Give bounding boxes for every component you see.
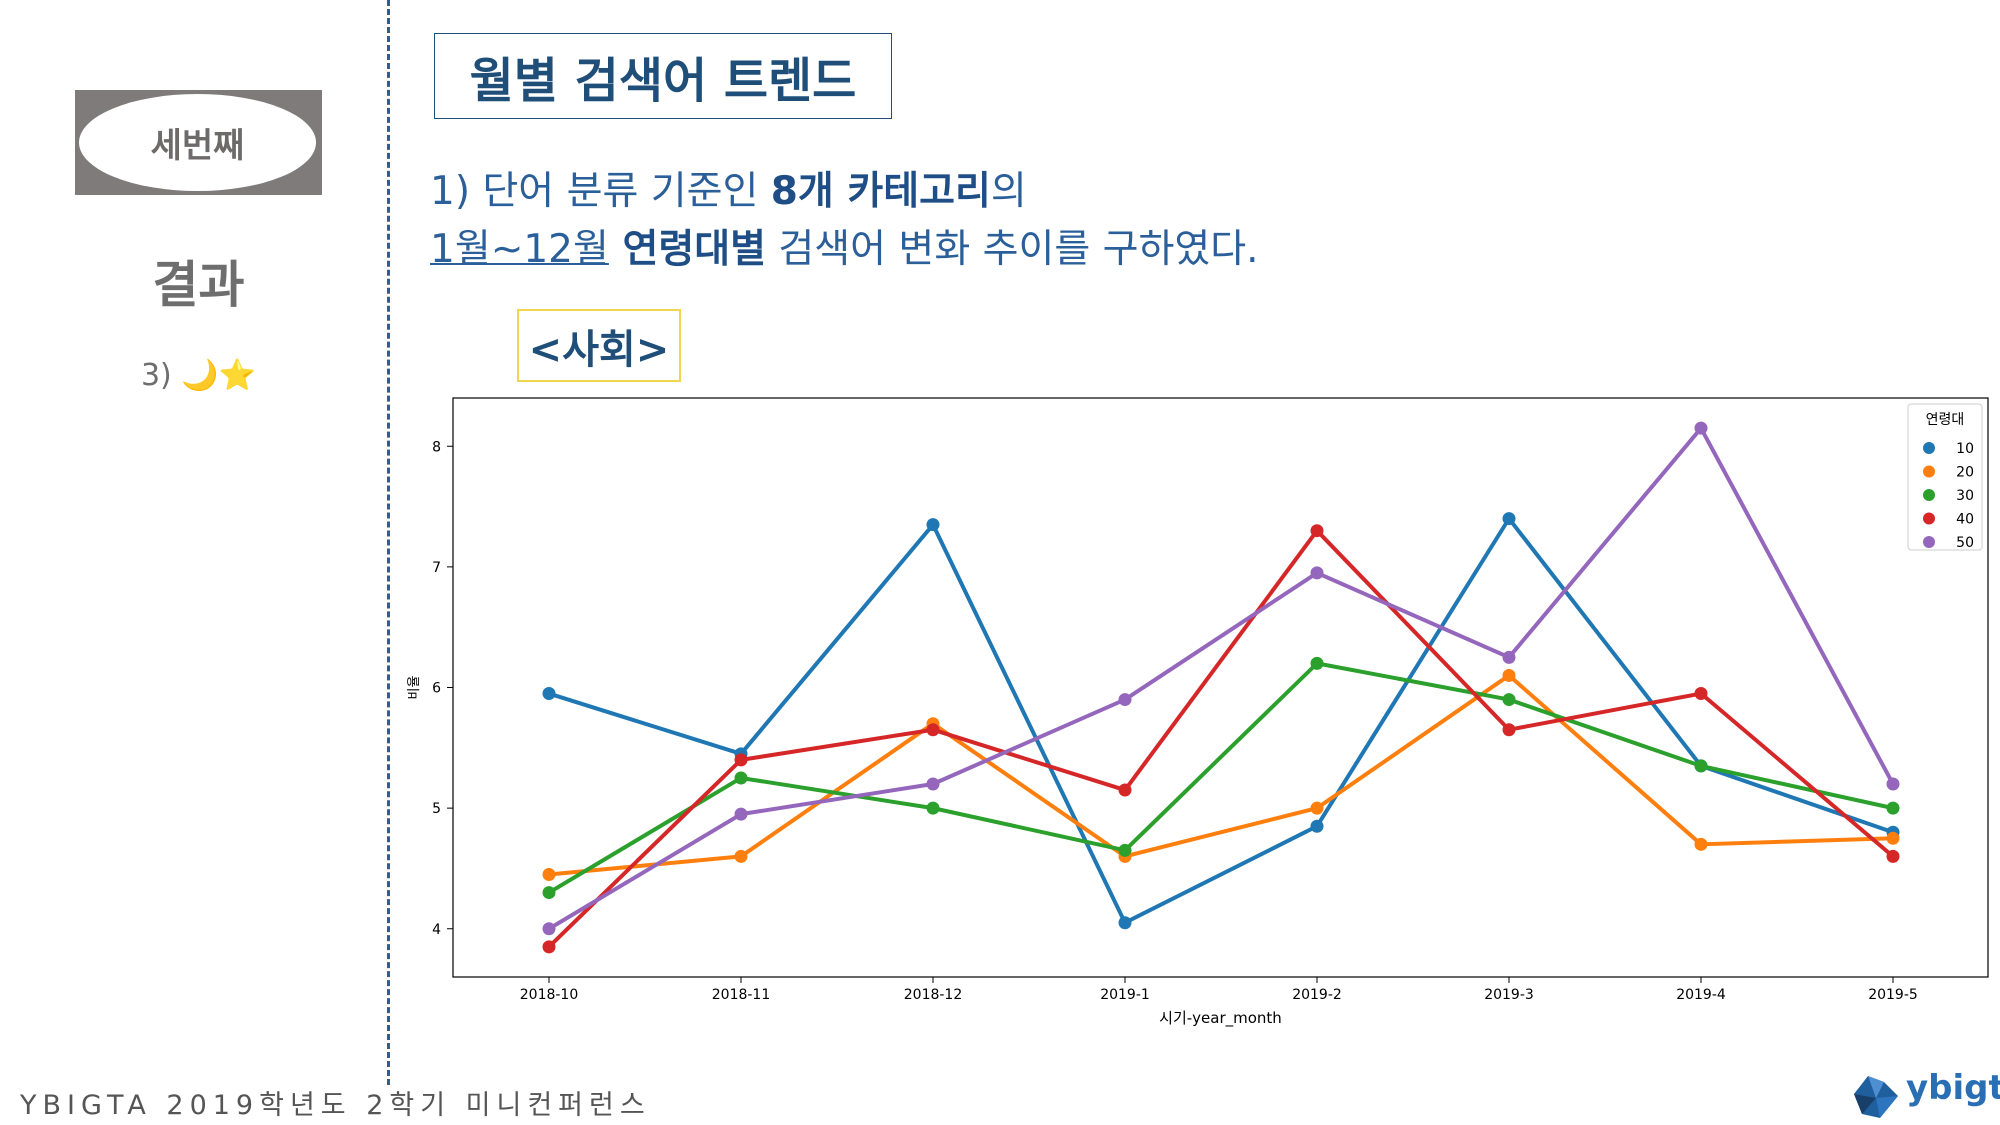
section-label-box: 세번째 bbox=[75, 90, 322, 195]
category-label: <사회> bbox=[517, 309, 681, 382]
x-axis-label: 시기-year_month bbox=[1159, 1009, 1282, 1028]
brand-logo: ybigta bbox=[1850, 1068, 2000, 1122]
y-tick-label: 5 bbox=[432, 801, 441, 817]
series-line-20 bbox=[548, 673, 1894, 877]
x-tick-label: 2019-4 bbox=[1676, 987, 1726, 1003]
series-line-10 bbox=[548, 516, 1894, 925]
x-tick-label: 2018-11 bbox=[712, 987, 771, 1003]
series-line-50 bbox=[547, 426, 1895, 931]
y-tick-label: 8 bbox=[432, 439, 441, 455]
data-point-40 bbox=[1886, 849, 1900, 863]
description-line-1: 1) 단어 분류 기준인 8개 카테고리의 bbox=[430, 160, 1027, 216]
data-point-20 bbox=[734, 849, 748, 863]
data-point-10 bbox=[926, 518, 940, 532]
data-point-20 bbox=[1886, 831, 1900, 845]
legend-marker-50 bbox=[1923, 536, 1935, 548]
data-point-50 bbox=[734, 807, 748, 821]
data-point-50 bbox=[1694, 421, 1708, 435]
legend-label-40: 40 bbox=[1956, 512, 1974, 528]
legend-label-10: 10 bbox=[1956, 441, 1974, 457]
description-text: 1) 단어 분류 기준인 bbox=[430, 169, 771, 214]
legend-label-20: 20 bbox=[1956, 465, 1974, 481]
footer-text: YBIGTA 2019학년도 2학기 미니컨퍼런스 bbox=[20, 1090, 651, 1121]
legend-label-50: 50 bbox=[1956, 535, 1974, 551]
legend-label-30: 30 bbox=[1956, 488, 1974, 504]
section-label: 세번째 bbox=[79, 94, 316, 191]
data-point-30 bbox=[926, 801, 940, 815]
data-point-30 bbox=[542, 886, 556, 900]
data-point-10 bbox=[542, 687, 556, 701]
legend-marker-30 bbox=[1923, 489, 1935, 501]
y-tick-label: 6 bbox=[432, 681, 441, 697]
data-point-50 bbox=[1118, 693, 1132, 707]
data-point-40 bbox=[926, 723, 940, 737]
data-point-10 bbox=[1310, 819, 1324, 833]
data-point-50 bbox=[1310, 566, 1324, 580]
data-point-40 bbox=[1310, 524, 1324, 538]
description-text: 검색어 변화 추이를 구하였다. bbox=[766, 227, 1259, 272]
description-emphasis: 8개 카테고리 bbox=[770, 169, 991, 214]
description-text: 의 bbox=[990, 169, 1027, 214]
page-title: 월별 검색어 트렌드 bbox=[434, 33, 892, 119]
data-point-50 bbox=[542, 922, 556, 936]
data-point-20 bbox=[1310, 801, 1324, 815]
data-point-30 bbox=[1694, 759, 1708, 773]
x-tick-label: 2018-12 bbox=[904, 987, 963, 1003]
brand-mark-icon bbox=[1854, 1076, 1898, 1118]
data-point-20 bbox=[1502, 668, 1516, 682]
data-point-50 bbox=[1886, 777, 1900, 791]
y-axis-label: 비율 bbox=[407, 676, 422, 700]
data-point-30 bbox=[734, 771, 748, 785]
result-subtitle: 3) 🌙⭐ bbox=[140, 358, 257, 393]
y-tick-label: 4 bbox=[432, 922, 441, 938]
data-point-50 bbox=[1502, 650, 1516, 664]
x-tick-label: 2019-2 bbox=[1292, 987, 1342, 1003]
description-underline: 1월~12월 bbox=[430, 227, 609, 272]
result-title: 결과 bbox=[152, 256, 245, 314]
legend-marker-20 bbox=[1923, 465, 1935, 478]
vertical-divider bbox=[387, 0, 390, 1085]
data-point-30 bbox=[1310, 656, 1324, 670]
data-point-40 bbox=[734, 753, 748, 767]
data-point-20 bbox=[1694, 837, 1708, 851]
legend-marker-40 bbox=[1923, 512, 1935, 525]
data-point-30 bbox=[1118, 843, 1132, 857]
x-tick-label: 2019-3 bbox=[1484, 987, 1534, 1003]
legend-marker-10 bbox=[1923, 442, 1935, 454]
brand-name: ybigta bbox=[1906, 1068, 2000, 1108]
series-line-40 bbox=[547, 528, 1895, 949]
legend-title: 연령대 bbox=[1926, 412, 1965, 428]
x-tick-label: 2019-5 bbox=[1868, 987, 1918, 1003]
data-point-10 bbox=[1502, 512, 1516, 526]
x-tick-label: 2019-1 bbox=[1100, 987, 1150, 1003]
y-tick-label: 7 bbox=[432, 560, 441, 576]
data-point-40 bbox=[542, 940, 556, 954]
series-line-30 bbox=[547, 661, 1894, 895]
data-point-50 bbox=[926, 777, 940, 791]
data-point-30 bbox=[1502, 693, 1516, 707]
description-line-2: 1월~12월 연령대별 검색어 변화 추이를 구하였다. bbox=[430, 218, 1259, 274]
plot-frame bbox=[452, 397, 1989, 978]
x-tick-label: 2018-10 bbox=[520, 987, 579, 1003]
data-point-30 bbox=[1886, 801, 1900, 815]
data-point-40 bbox=[1502, 723, 1516, 737]
data-point-20 bbox=[542, 867, 556, 881]
data-point-40 bbox=[1694, 687, 1708, 701]
data-point-10 bbox=[1118, 916, 1132, 930]
data-point-40 bbox=[1118, 783, 1132, 797]
description-emphasis: 연령대별 bbox=[608, 227, 766, 272]
